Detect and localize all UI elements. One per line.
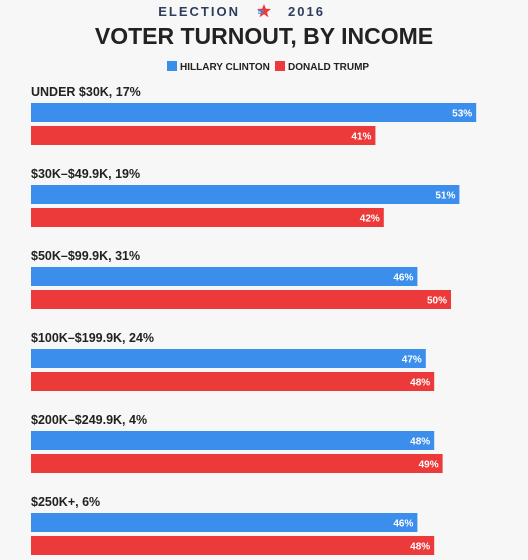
bar-group: $50K–$99.9K, 31% 46% 50% [31, 249, 451, 309]
bar-trump [31, 208, 384, 227]
data-label: 49% [419, 460, 439, 471]
bar-trump [31, 454, 443, 473]
bar-clinton [31, 349, 426, 368]
data-label: 41% [351, 132, 371, 143]
category-label: $250K+, 6% [31, 495, 100, 509]
bar-trump [31, 290, 451, 309]
star-icon [257, 4, 271, 18]
data-label: 42% [360, 214, 380, 225]
bar-group: $100K–$199.9K, 24% 47% 48% [31, 331, 435, 391]
data-label: 46% [393, 273, 413, 284]
bar-group: $200K–$249.9K, 4% 48% 49% [31, 413, 443, 473]
bar-clinton [31, 513, 418, 532]
legend-label-trump: DONALD TRUMP [288, 62, 369, 73]
legend-swatch-trump [275, 61, 285, 71]
data-label: 48% [410, 378, 430, 389]
bar-clinton [31, 103, 477, 122]
data-label: 50% [427, 296, 447, 307]
data-label: 48% [410, 437, 430, 448]
bar-trump [31, 536, 435, 555]
bar-trump [31, 126, 376, 145]
bar-clinton [31, 431, 435, 450]
category-label: UNDER $30K, 17% [31, 85, 141, 99]
plot-area: UNDER $30K, 17% 53% 41% $30K–$49.9K, 19% 51%… [31, 85, 477, 555]
data-label: 47% [402, 355, 422, 366]
category-label: $100K–$199.9K, 24% [31, 331, 154, 345]
data-label: 46% [393, 519, 413, 530]
chart-legend: HILLARY CLINTON DONALD TRUMP [167, 61, 369, 73]
bar-clinton [31, 267, 418, 286]
category-label: $50K–$99.9K, 31% [31, 249, 140, 263]
kicker-year: 2016 [288, 4, 325, 19]
bar-group: UNDER $30K, 17% 53% 41% [31, 85, 477, 145]
bar-group: $30K–$49.9K, 19% 51% 42% [31, 167, 460, 227]
data-label: 53% [452, 109, 472, 120]
legend-label-clinton: HILLARY CLINTON [180, 62, 270, 73]
data-label: 51% [435, 191, 455, 202]
category-label: $30K–$49.9K, 19% [31, 167, 140, 181]
data-label: 48% [410, 542, 430, 553]
kicker-election: ELECTION [158, 4, 240, 19]
legend-swatch-clinton [167, 61, 177, 71]
chart-header: ELECTION 2016 VOTER TURNOUT, BY INCOME [95, 4, 433, 49]
category-label: $200K–$249.9K, 4% [31, 413, 147, 427]
chart-title: VOTER TURNOUT, BY INCOME [95, 23, 433, 49]
bar-group: $250K+, 6% 46% 48% [31, 495, 435, 555]
bar-trump [31, 372, 435, 391]
bar-clinton [31, 185, 460, 204]
